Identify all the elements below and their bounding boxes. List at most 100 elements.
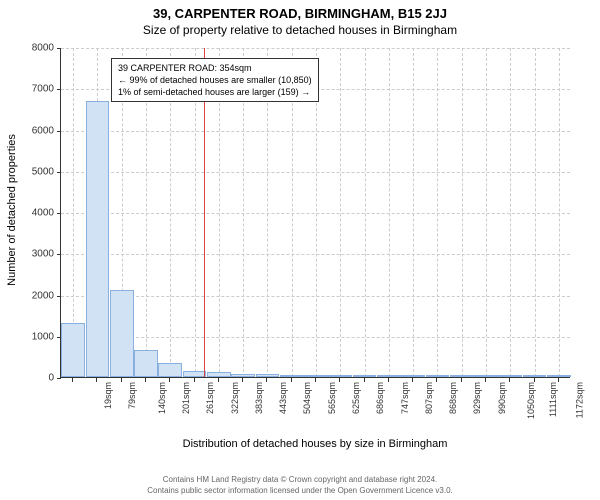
x-tick-mark <box>534 378 535 382</box>
x-tick-mark <box>121 378 122 382</box>
x-tick-mark <box>315 378 316 382</box>
x-tick-mark <box>461 378 462 382</box>
y-tick-mark <box>57 131 61 132</box>
y-tick-label: 0 <box>14 373 54 384</box>
x-tick-label: 1050sqm <box>526 382 536 419</box>
footer-attribution: Contains HM Land Registry data © Crown c… <box>0 475 600 496</box>
x-tick-mark <box>339 378 340 382</box>
chart-area: 39 CARPENTER ROAD: 354sqm← 99% of detach… <box>60 48 570 418</box>
grid-line-v <box>510 48 511 377</box>
x-tick-label: 443sqm <box>278 382 288 414</box>
x-tick-label: 261sqm <box>205 382 215 414</box>
histogram-bar <box>523 375 547 377</box>
x-tick-mark <box>72 378 73 382</box>
histogram-bar <box>86 101 110 377</box>
grid-line-v <box>559 48 560 377</box>
histogram-bar <box>231 374 255 377</box>
y-tick-mark <box>57 378 61 379</box>
x-tick-label: 201sqm <box>181 382 191 414</box>
x-tick-label: 1111sqm <box>548 382 558 417</box>
x-tick-label: 322sqm <box>230 382 240 414</box>
page-subtitle: Size of property relative to detached ho… <box>0 23 600 37</box>
histogram-bar <box>450 375 474 377</box>
title-block: 39, CARPENTER ROAD, BIRMINGHAM, B15 2JJ … <box>0 0 600 37</box>
annotation-line: ← 99% of detached houses are smaller (10… <box>118 74 312 86</box>
histogram-bar <box>474 375 498 377</box>
histogram-bar <box>426 375 450 377</box>
x-tick-label: 868sqm <box>448 382 458 414</box>
x-tick-label: 79sqm <box>127 382 137 409</box>
x-tick-label: 19sqm <box>103 382 113 409</box>
y-tick-mark <box>57 172 61 173</box>
y-tick-label: 4000 <box>14 208 54 219</box>
x-tick-mark <box>388 378 389 382</box>
x-tick-label: 1172sqm <box>574 382 584 418</box>
y-tick-label: 5000 <box>14 166 54 177</box>
histogram-bar <box>61 323 85 377</box>
y-tick-mark <box>57 89 61 90</box>
y-tick-mark <box>57 48 61 49</box>
annotation-line: 1% of semi-detached houses are larger (1… <box>118 86 312 98</box>
x-tick-label: 625sqm <box>351 382 361 414</box>
grid-line-v <box>535 48 536 377</box>
histogram-bar <box>547 375 571 377</box>
annotation-line: 39 CARPENTER ROAD: 354sqm <box>118 62 312 74</box>
histogram-bar <box>110 290 134 377</box>
histogram-bar <box>304 375 328 377</box>
histogram-bar <box>158 363 182 377</box>
histogram-bar <box>134 350 158 377</box>
x-tick-mark <box>242 378 243 382</box>
y-tick-mark <box>57 213 61 214</box>
x-tick-label: 504sqm <box>302 382 312 414</box>
x-tick-mark <box>509 378 510 382</box>
histogram-bar <box>207 372 231 377</box>
x-tick-mark <box>96 378 97 382</box>
x-tick-label: 686sqm <box>375 382 385 414</box>
grid-line-v <box>462 48 463 377</box>
y-tick-label: 2000 <box>14 290 54 301</box>
footer-line-2: Contains public sector information licen… <box>0 486 600 496</box>
y-tick-label: 8000 <box>14 43 54 54</box>
x-tick-label: 747sqm <box>400 382 410 414</box>
x-tick-mark <box>485 378 486 382</box>
x-tick-label: 565sqm <box>327 382 337 414</box>
histogram-bar <box>256 374 280 377</box>
y-tick-label: 7000 <box>14 84 54 95</box>
x-tick-mark <box>291 378 292 382</box>
y-tick-mark <box>57 254 61 255</box>
x-tick-mark <box>558 378 559 382</box>
histogram-bar <box>377 375 401 377</box>
x-tick-label: 807sqm <box>424 382 434 414</box>
grid-line-v <box>437 48 438 377</box>
histogram-bar <box>280 375 304 377</box>
histogram-plot: 39 CARPENTER ROAD: 354sqm← 99% of detach… <box>60 48 570 378</box>
x-tick-mark <box>266 378 267 382</box>
x-tick-mark <box>194 378 195 382</box>
x-tick-label: 990sqm <box>497 382 507 414</box>
grid-line-v <box>413 48 414 377</box>
grid-line-v <box>340 48 341 377</box>
annotation-box: 39 CARPENTER ROAD: 354sqm← 99% of detach… <box>111 58 319 102</box>
x-tick-mark <box>412 378 413 382</box>
histogram-bar <box>498 375 522 377</box>
grid-line-v <box>365 48 366 377</box>
x-tick-label: 383sqm <box>254 382 264 414</box>
x-tick-mark <box>169 378 170 382</box>
x-tick-mark <box>364 378 365 382</box>
y-tick-label: 3000 <box>14 249 54 260</box>
x-tick-mark <box>436 378 437 382</box>
histogram-bar <box>328 375 352 377</box>
x-tick-mark <box>145 378 146 382</box>
x-axis-label: Distribution of detached houses by size … <box>60 438 570 450</box>
footer-line-1: Contains HM Land Registry data © Crown c… <box>0 475 600 485</box>
y-tick-mark <box>57 296 61 297</box>
y-tick-label: 1000 <box>14 331 54 342</box>
grid-line-v <box>486 48 487 377</box>
x-tick-label: 140sqm <box>157 382 167 414</box>
grid-line-v <box>389 48 390 377</box>
y-tick-label: 6000 <box>14 125 54 136</box>
histogram-bar <box>401 375 425 377</box>
histogram-bar <box>183 371 207 377</box>
page-title: 39, CARPENTER ROAD, BIRMINGHAM, B15 2JJ <box>0 6 600 21</box>
histogram-bar <box>353 375 377 377</box>
